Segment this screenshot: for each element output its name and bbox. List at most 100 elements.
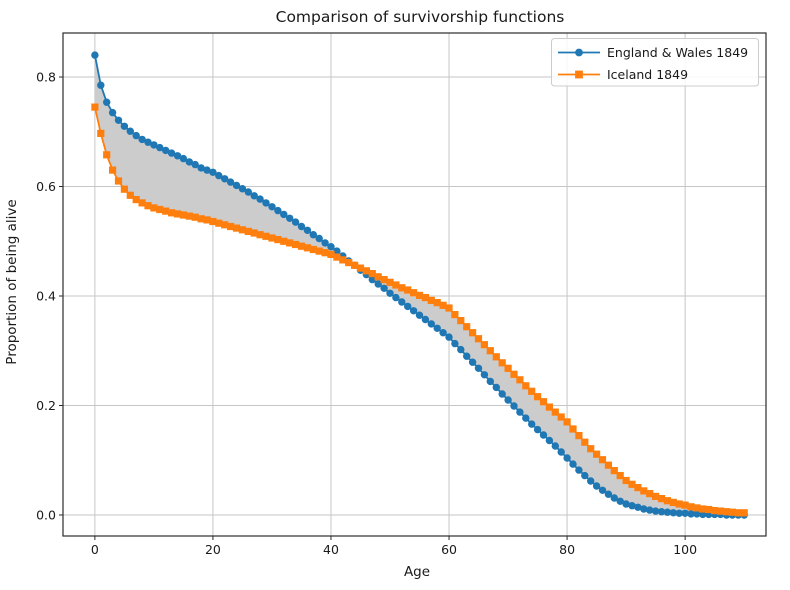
fill-between-layer <box>94 55 745 515</box>
circle-marker <box>415 311 424 319</box>
square-marker <box>646 490 654 498</box>
y-tick-label: 0.6 <box>36 179 56 194</box>
circle-marker <box>244 188 252 196</box>
square-marker <box>504 364 512 372</box>
square-marker <box>663 497 671 505</box>
tick-layer: 0 20 40 60 80 100 0.0 0.2 0.4 0.6 0.8 <box>36 69 697 557</box>
circle-marker <box>551 442 559 450</box>
circle-marker <box>693 510 701 518</box>
circle-marker <box>409 307 418 315</box>
square-marker <box>610 467 618 475</box>
square-marker <box>162 207 170 215</box>
square-marker <box>144 202 152 210</box>
circle-marker <box>569 460 577 468</box>
square-marker <box>250 229 258 237</box>
y-tick-label: 0.4 <box>36 288 56 303</box>
square-marker <box>91 103 99 111</box>
circle-marker <box>309 231 317 239</box>
legend-square-marker-icon <box>575 70 583 79</box>
square-marker <box>321 249 329 257</box>
x-tick-label: 40 <box>323 542 339 557</box>
circle-marker <box>492 383 500 392</box>
series-line-england-wales-1849 <box>94 54 745 516</box>
circle-marker <box>445 333 453 341</box>
circle-marker <box>439 329 447 337</box>
circle-marker <box>663 508 672 516</box>
circle-marker <box>640 505 648 513</box>
circle-marker <box>557 448 565 456</box>
circle-marker <box>173 152 182 160</box>
square-marker <box>539 398 548 406</box>
square-marker <box>616 472 624 480</box>
square-marker <box>362 267 370 275</box>
square-marker <box>386 278 394 286</box>
circle-marker <box>587 477 595 485</box>
square-marker <box>209 217 217 226</box>
square-marker <box>297 242 306 250</box>
circle-marker <box>398 298 406 306</box>
square-marker <box>734 509 742 517</box>
square-marker <box>628 480 636 488</box>
square-marker <box>380 276 388 284</box>
square-marker <box>699 505 707 513</box>
square-marker <box>439 301 447 309</box>
square-marker <box>433 299 441 307</box>
square-marker <box>528 387 536 395</box>
circle-marker <box>303 226 312 234</box>
circle-marker <box>675 509 683 517</box>
square-marker <box>303 244 311 252</box>
square-marker <box>132 196 140 204</box>
x-axis-label: Age <box>404 564 430 580</box>
square-marker <box>315 247 323 255</box>
legend-label: Iceland 1849 <box>607 67 688 82</box>
legend-box <box>551 38 759 87</box>
circle-marker <box>480 371 489 379</box>
circle-marker <box>132 131 140 140</box>
axes-spines <box>62 32 767 537</box>
legend-circle-marker-icon <box>575 48 583 57</box>
square-marker <box>280 237 288 245</box>
circle-marker <box>333 247 341 255</box>
circle-marker <box>91 51 99 59</box>
square-marker <box>640 487 648 495</box>
square-marker <box>474 335 483 343</box>
circle-marker <box>451 339 459 348</box>
square-marker <box>722 508 731 516</box>
square-marker <box>179 211 187 219</box>
square-marker <box>345 259 353 267</box>
square-marker <box>598 456 607 464</box>
circle-marker <box>563 454 571 462</box>
circle-marker <box>280 210 288 219</box>
y-tick-label: 0.8 <box>36 69 56 84</box>
circle-marker <box>286 214 294 222</box>
circle-marker <box>156 143 164 152</box>
circle-marker <box>545 436 554 445</box>
square-marker <box>227 222 235 231</box>
square-marker <box>492 353 500 361</box>
square-marker <box>244 227 252 235</box>
square-marker <box>126 191 134 199</box>
y-axis-label: Proportion of being alive <box>4 199 20 364</box>
square-marker <box>675 500 683 508</box>
circle-marker <box>262 199 270 207</box>
circle-marker <box>616 497 624 505</box>
square-marker <box>138 199 146 207</box>
square-marker <box>404 286 412 294</box>
circle-marker <box>126 127 134 135</box>
circle-marker <box>522 414 530 422</box>
square-marker <box>339 256 347 264</box>
circle-marker <box>457 345 465 354</box>
square-marker <box>593 450 601 458</box>
chart-title: Comparison of survivorship functions <box>276 8 565 26</box>
square-marker <box>469 329 477 337</box>
square-marker <box>392 281 400 289</box>
square-marker <box>581 438 589 446</box>
circle-marker <box>368 275 376 284</box>
circle-marker <box>179 154 188 163</box>
square-marker <box>114 177 123 185</box>
circle-marker <box>622 500 630 508</box>
fill-between-area <box>94 55 745 515</box>
circle-marker <box>634 503 642 511</box>
circle-marker <box>226 178 235 186</box>
circle-marker <box>374 280 382 288</box>
